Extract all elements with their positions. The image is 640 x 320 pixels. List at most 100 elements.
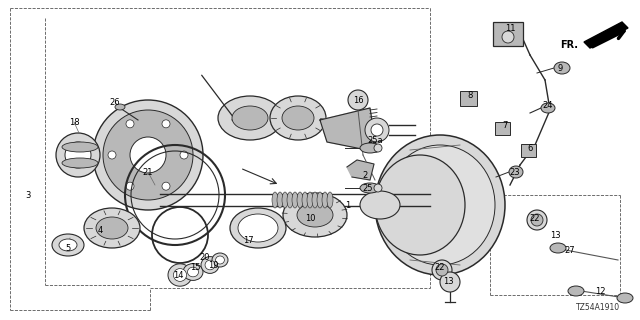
- Ellipse shape: [272, 192, 278, 208]
- Ellipse shape: [292, 192, 298, 208]
- Text: 6: 6: [527, 143, 532, 153]
- Ellipse shape: [126, 182, 134, 190]
- FancyBboxPatch shape: [460, 91, 477, 106]
- Text: 23: 23: [509, 167, 520, 177]
- Ellipse shape: [238, 214, 278, 242]
- Ellipse shape: [188, 267, 198, 277]
- Text: TZ54A1910: TZ54A1910: [576, 303, 620, 313]
- Ellipse shape: [440, 272, 460, 292]
- Ellipse shape: [360, 183, 380, 193]
- Ellipse shape: [52, 234, 84, 256]
- Ellipse shape: [62, 142, 98, 152]
- Ellipse shape: [327, 192, 333, 208]
- Ellipse shape: [232, 106, 268, 130]
- FancyBboxPatch shape: [495, 122, 509, 134]
- Text: 11: 11: [505, 23, 515, 33]
- Text: 27: 27: [564, 245, 575, 254]
- Ellipse shape: [59, 239, 77, 251]
- Ellipse shape: [297, 203, 333, 227]
- Ellipse shape: [360, 191, 400, 219]
- Ellipse shape: [371, 124, 383, 136]
- Ellipse shape: [277, 192, 283, 208]
- Ellipse shape: [302, 192, 308, 208]
- Text: 17: 17: [243, 236, 253, 244]
- Ellipse shape: [502, 31, 514, 43]
- Ellipse shape: [212, 253, 228, 267]
- Text: 10: 10: [305, 213, 316, 222]
- Ellipse shape: [348, 90, 368, 110]
- Polygon shape: [584, 22, 628, 48]
- Ellipse shape: [317, 192, 323, 208]
- Ellipse shape: [297, 192, 303, 208]
- Ellipse shape: [550, 243, 566, 253]
- Text: 13: 13: [550, 230, 560, 239]
- Text: 26: 26: [109, 98, 120, 107]
- Ellipse shape: [93, 100, 203, 210]
- Ellipse shape: [216, 256, 225, 264]
- Ellipse shape: [374, 184, 382, 192]
- Ellipse shape: [527, 210, 547, 230]
- Text: 25: 25: [363, 183, 373, 193]
- Text: 9: 9: [557, 63, 563, 73]
- Text: 12: 12: [595, 287, 605, 297]
- Text: 7: 7: [502, 121, 508, 130]
- Ellipse shape: [65, 142, 91, 168]
- Text: 8: 8: [467, 91, 473, 100]
- Ellipse shape: [541, 103, 555, 113]
- Text: 4: 4: [97, 226, 102, 235]
- Ellipse shape: [375, 135, 505, 275]
- Ellipse shape: [96, 217, 128, 239]
- Ellipse shape: [180, 151, 188, 159]
- Ellipse shape: [385, 145, 495, 265]
- Ellipse shape: [360, 143, 380, 153]
- Ellipse shape: [56, 133, 100, 177]
- Ellipse shape: [126, 120, 134, 128]
- Ellipse shape: [283, 193, 347, 237]
- Ellipse shape: [509, 166, 523, 178]
- Text: 25a: 25a: [367, 135, 383, 145]
- Ellipse shape: [205, 260, 215, 270]
- Ellipse shape: [218, 96, 282, 140]
- Text: 21: 21: [143, 167, 153, 177]
- Text: 13: 13: [443, 277, 453, 286]
- FancyBboxPatch shape: [493, 22, 523, 46]
- Ellipse shape: [312, 192, 318, 208]
- Ellipse shape: [173, 268, 187, 281]
- Ellipse shape: [436, 264, 448, 276]
- Ellipse shape: [270, 96, 326, 140]
- Ellipse shape: [568, 286, 584, 296]
- Ellipse shape: [282, 192, 288, 208]
- Text: 22: 22: [435, 263, 445, 273]
- Ellipse shape: [108, 151, 116, 159]
- Text: 19: 19: [208, 261, 218, 270]
- Ellipse shape: [365, 118, 389, 142]
- Text: 22: 22: [530, 213, 540, 222]
- Ellipse shape: [282, 106, 314, 130]
- Ellipse shape: [554, 62, 570, 74]
- Text: 20: 20: [200, 253, 211, 262]
- Ellipse shape: [130, 137, 166, 173]
- Ellipse shape: [162, 120, 170, 128]
- Ellipse shape: [201, 257, 219, 273]
- Ellipse shape: [375, 155, 465, 255]
- Ellipse shape: [183, 264, 203, 280]
- Text: 5: 5: [65, 244, 70, 252]
- Ellipse shape: [162, 182, 170, 190]
- Ellipse shape: [103, 110, 193, 200]
- Ellipse shape: [287, 192, 293, 208]
- Text: 3: 3: [26, 190, 31, 199]
- Ellipse shape: [168, 264, 192, 286]
- Polygon shape: [320, 108, 377, 152]
- Ellipse shape: [432, 260, 452, 280]
- Ellipse shape: [115, 104, 125, 110]
- Ellipse shape: [307, 192, 313, 208]
- Text: 14: 14: [173, 271, 183, 281]
- Ellipse shape: [84, 208, 140, 248]
- Text: 15: 15: [189, 263, 200, 273]
- Ellipse shape: [322, 192, 328, 208]
- Text: FR.: FR.: [560, 40, 578, 50]
- Ellipse shape: [374, 144, 382, 152]
- Ellipse shape: [531, 214, 543, 226]
- FancyBboxPatch shape: [520, 143, 536, 156]
- Text: 18: 18: [68, 117, 79, 126]
